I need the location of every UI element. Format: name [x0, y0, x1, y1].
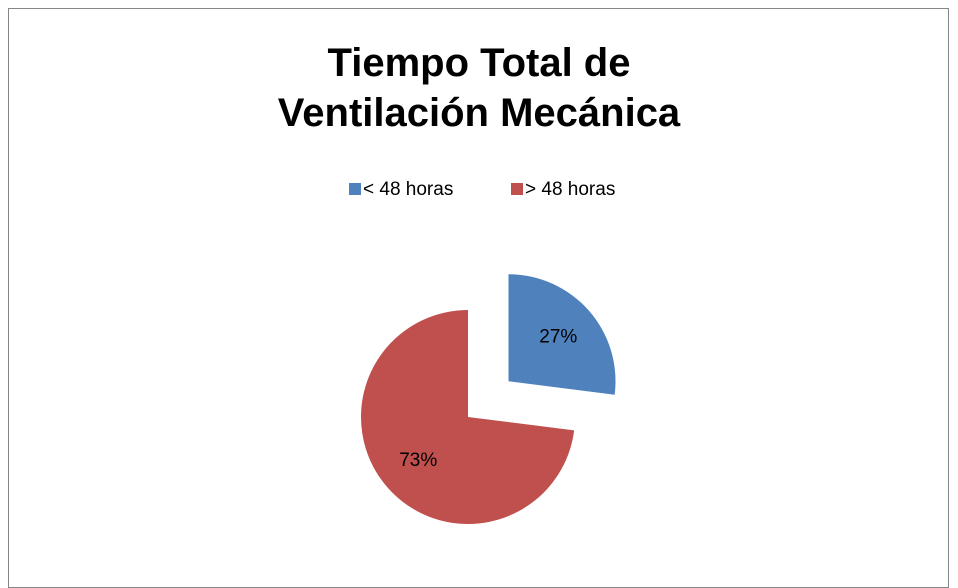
- data-label: 27%: [539, 326, 577, 347]
- data-label: 73%: [399, 450, 437, 471]
- legend-swatch: [511, 183, 523, 195]
- pie-slice: [360, 310, 575, 525]
- legend-label: < 48 horas: [363, 179, 453, 200]
- legend-swatch: [349, 183, 361, 195]
- pie-slice: [508, 274, 616, 395]
- legend-label: > 48 horas: [525, 179, 615, 200]
- chart-title: Tiempo Total de Ventilación Mecánica: [277, 41, 681, 135]
